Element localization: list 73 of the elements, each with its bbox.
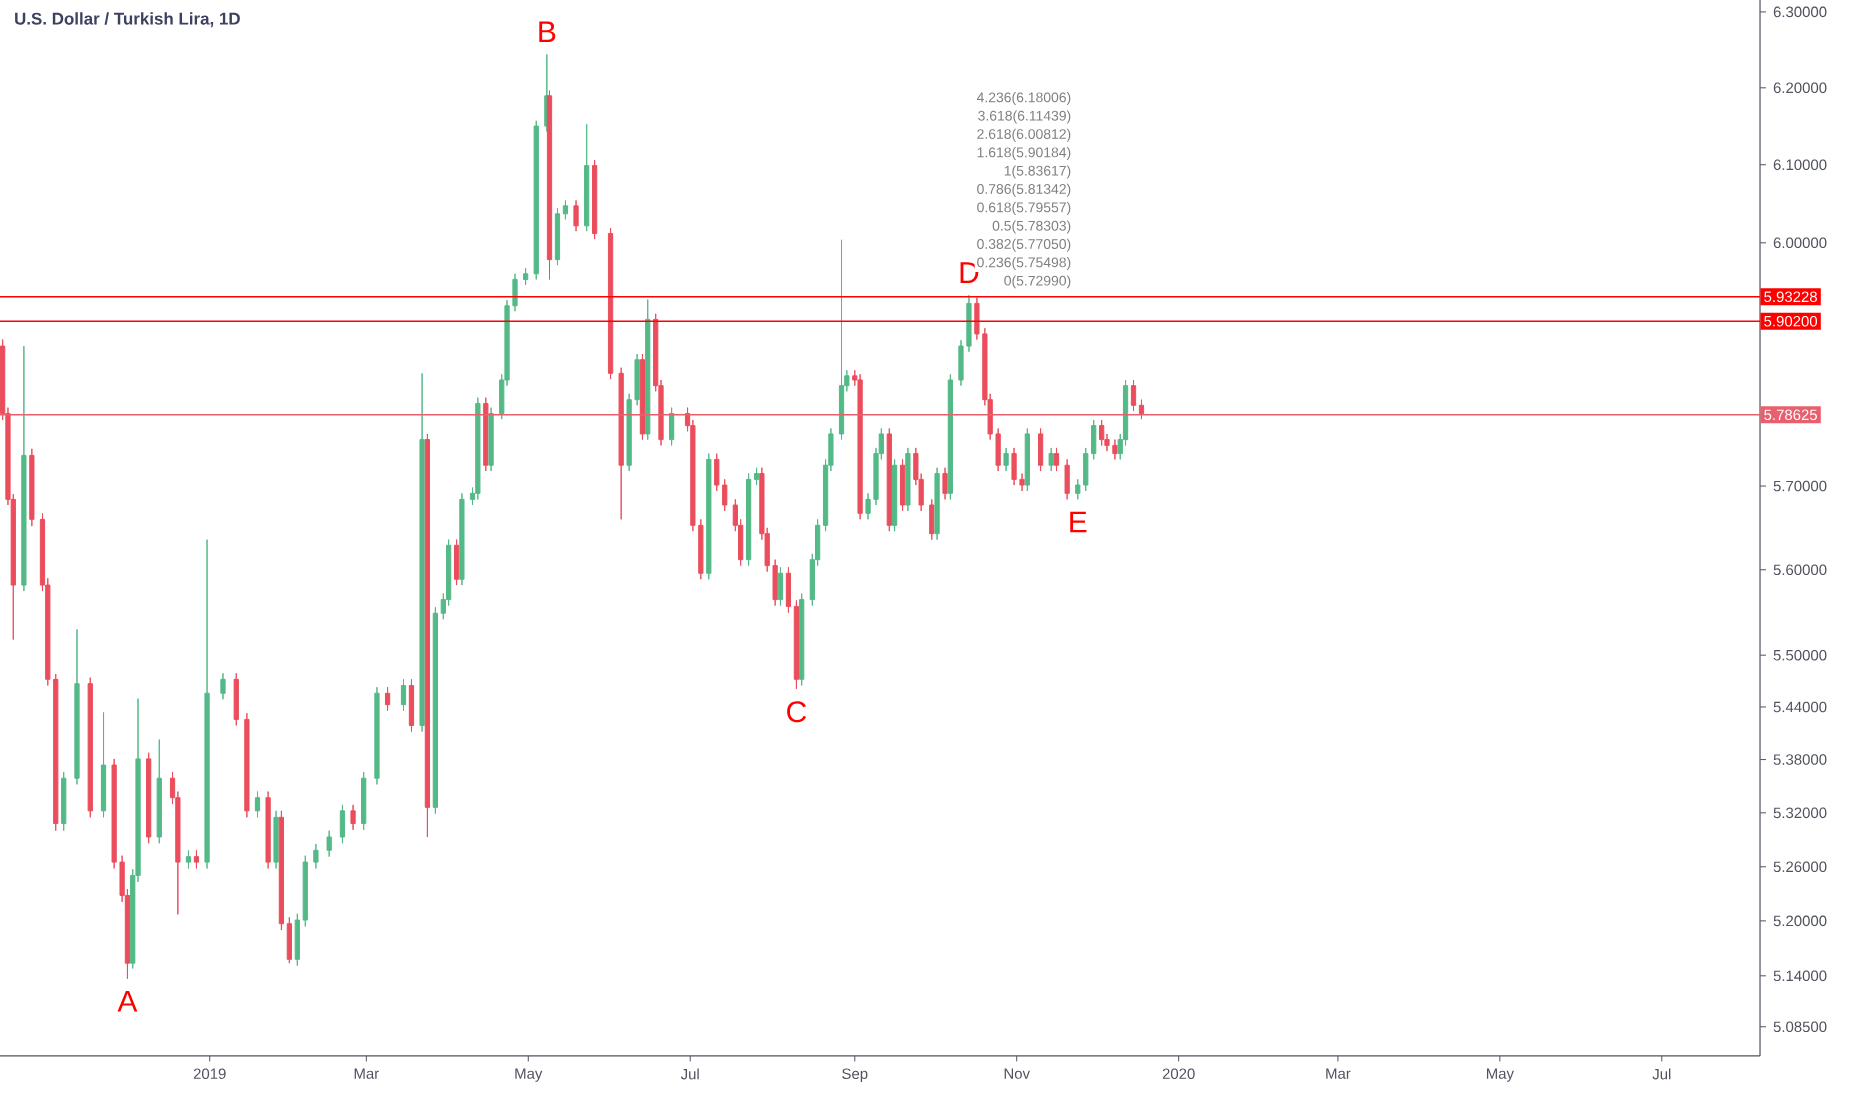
candlestick xyxy=(326,830,332,858)
candlestick xyxy=(886,427,892,532)
candlestick xyxy=(942,467,948,500)
candlestick xyxy=(934,467,940,541)
candlestick xyxy=(891,458,898,532)
candlestick xyxy=(745,473,752,567)
candlestick xyxy=(424,433,431,838)
candlestick xyxy=(29,448,35,527)
candlestick xyxy=(799,593,805,686)
candlestick xyxy=(618,367,624,520)
candlestick xyxy=(639,353,646,441)
candlestick xyxy=(899,458,906,512)
candlestick xyxy=(645,299,651,441)
candlestick xyxy=(146,752,152,844)
candlestick xyxy=(533,120,539,280)
candlestick xyxy=(419,372,425,733)
candlestick xyxy=(233,672,239,726)
candlestick xyxy=(947,373,953,500)
candlestick xyxy=(777,566,784,607)
candlestick xyxy=(193,849,200,869)
candlestick xyxy=(220,672,226,700)
candlestick xyxy=(459,492,465,586)
text: U.S. Dollar / Turkish Lira, 1D xyxy=(15,12,240,28)
candlestick xyxy=(857,373,863,520)
candlestick xyxy=(244,712,250,818)
candlestick xyxy=(384,686,391,712)
candlestick xyxy=(592,159,598,240)
candlestick xyxy=(408,678,415,733)
candlestick xyxy=(204,539,210,869)
candlestick xyxy=(929,498,935,541)
candlestick xyxy=(668,407,675,446)
candlestick xyxy=(706,453,712,580)
candlestick xyxy=(607,227,614,380)
candlestick xyxy=(1064,458,1070,500)
candlestick xyxy=(74,628,80,785)
candlestick xyxy=(522,267,529,286)
candlestick xyxy=(573,199,579,232)
candlestick xyxy=(838,239,845,441)
candlestick xyxy=(483,397,489,472)
candlestick xyxy=(156,739,162,844)
candlestick xyxy=(453,539,460,586)
candlestick xyxy=(400,678,407,712)
candlestick xyxy=(361,771,367,831)
candlestick xyxy=(265,791,271,869)
candlestick xyxy=(1112,439,1118,460)
candlestick xyxy=(1011,447,1017,486)
candlestick xyxy=(339,804,346,844)
candlestick xyxy=(185,849,192,869)
candlestick xyxy=(1053,447,1060,472)
candlestick xyxy=(1003,447,1009,472)
candlestick xyxy=(313,843,319,869)
annotation: B xyxy=(539,21,556,42)
candlestick xyxy=(1048,447,1054,472)
candlestick xyxy=(488,407,494,472)
candlestick xyxy=(87,677,93,818)
candlestick xyxy=(374,686,380,785)
candlestick xyxy=(1037,427,1044,472)
candlestick xyxy=(61,771,67,832)
annotation: E xyxy=(1070,511,1087,533)
candlestick xyxy=(21,345,27,592)
candlestick xyxy=(554,207,561,266)
annotation: C xyxy=(787,701,807,723)
annotation: A xyxy=(117,991,138,1012)
candlestick xyxy=(1024,427,1030,492)
candlestick xyxy=(350,804,356,831)
candlestick xyxy=(273,810,279,869)
candlestick xyxy=(100,711,107,818)
candlestick xyxy=(254,791,261,818)
candlestick xyxy=(905,447,911,512)
candlestick xyxy=(1099,419,1105,446)
candlestick xyxy=(1130,379,1137,412)
candlestick xyxy=(475,397,481,500)
candlestick xyxy=(584,123,590,232)
